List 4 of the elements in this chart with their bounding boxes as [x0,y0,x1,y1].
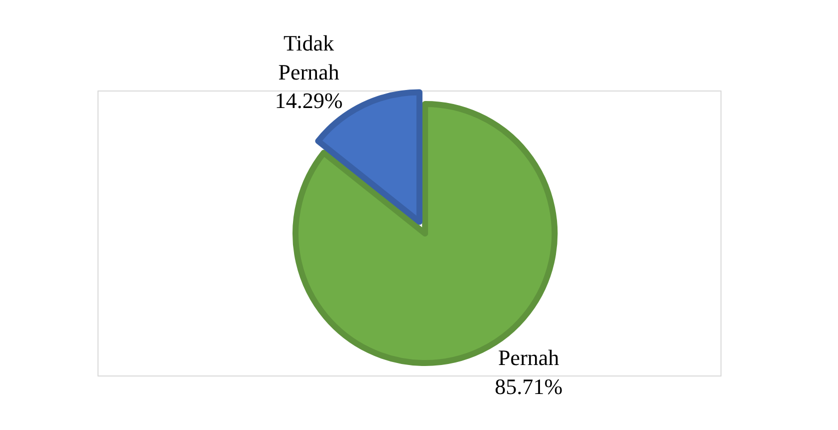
data-label: 85.71% [494,374,563,399]
slice-label: Tidak Pernah [278,30,340,84]
slice-label: Pernah [498,345,560,370]
data-label: 14.29% [274,88,343,113]
